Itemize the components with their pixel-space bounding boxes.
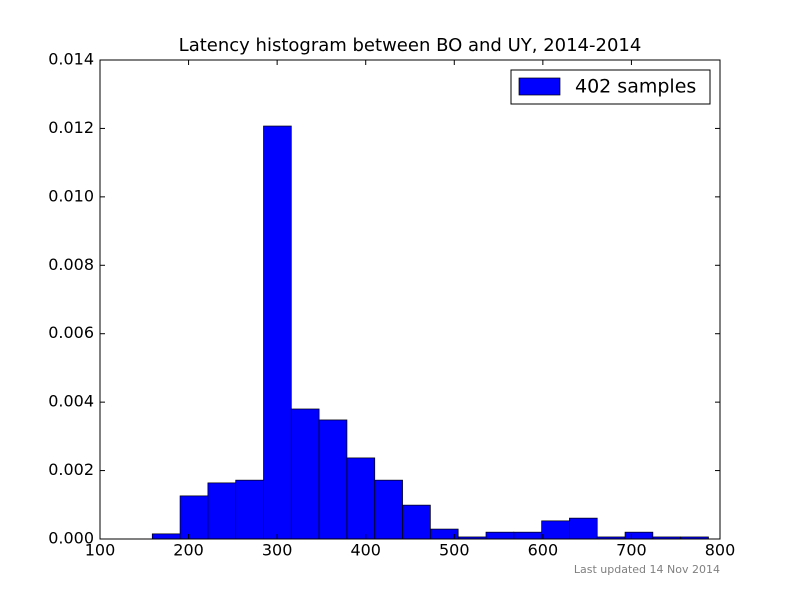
histogram-bar: [541, 520, 570, 540]
histogram-bar: [346, 457, 376, 540]
chart-title: Latency histogram between BO and UY, 201…: [179, 35, 642, 56]
y-tick-label: 0.002: [48, 460, 94, 479]
footer: Last updated 14 Nov 2014: [574, 563, 720, 576]
histogram-bar: [207, 482, 237, 540]
histogram-bar: [374, 479, 403, 540]
x-tick-label: 400: [350, 541, 381, 560]
histogram-bar: [402, 504, 431, 540]
legend-label: 402 samples: [575, 76, 696, 98]
y-tick-label: 0.004: [48, 392, 94, 411]
x-tick-label: 600: [528, 541, 559, 560]
histogram-bar: [263, 125, 292, 540]
histogram-bar: [318, 419, 348, 540]
histogram-bar: [290, 408, 320, 540]
histogram-bar: [235, 479, 264, 540]
plot-frame: [99, 59, 721, 540]
y-tick-label: 0.010: [48, 186, 94, 205]
x-tick-label: 200: [173, 541, 204, 560]
x-tick-label: 800: [705, 541, 736, 560]
x-tick-label: 500: [439, 541, 470, 560]
y-tick-label: 0.014: [48, 50, 94, 69]
histogram-bar: [513, 531, 542, 540]
y-tick-label: 0.006: [48, 323, 94, 342]
y-tick-label: 0.008: [48, 255, 94, 274]
x-tick-label: 300: [262, 541, 293, 560]
x-tick-label: 700: [616, 541, 647, 560]
x-tick-label: 100: [85, 541, 116, 560]
histogram-bar: [485, 531, 515, 540]
histogram-bar: [151, 533, 181, 540]
histogram-bar: [569, 517, 598, 540]
histogram-bar: [624, 531, 654, 540]
y-tick-label: 0.000: [48, 529, 94, 548]
y-tick-label: 0.012: [48, 118, 94, 137]
histogram-bar: [179, 495, 209, 540]
legend-swatch: [518, 77, 561, 96]
